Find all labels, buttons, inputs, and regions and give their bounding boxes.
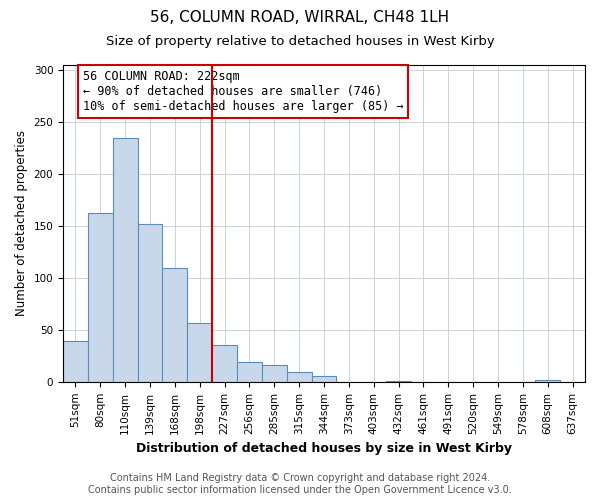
Bar — [262, 365, 287, 382]
Text: Size of property relative to detached houses in West Kirby: Size of property relative to detached ho… — [106, 35, 494, 48]
Bar — [113, 138, 137, 382]
Y-axis label: Number of detached properties: Number of detached properties — [15, 130, 28, 316]
Bar — [88, 212, 113, 382]
Bar — [63, 342, 88, 382]
Bar — [287, 372, 311, 382]
Bar — [187, 322, 212, 382]
Bar — [311, 376, 337, 382]
Bar — [237, 362, 262, 382]
Text: Contains HM Land Registry data © Crown copyright and database right 2024.
Contai: Contains HM Land Registry data © Crown c… — [88, 474, 512, 495]
Bar — [163, 268, 187, 382]
Bar — [137, 224, 163, 382]
X-axis label: Distribution of detached houses by size in West Kirby: Distribution of detached houses by size … — [136, 442, 512, 455]
Bar — [212, 346, 237, 382]
Bar — [535, 380, 560, 382]
Text: 56, COLUMN ROAD, WIRRAL, CH48 1LH: 56, COLUMN ROAD, WIRRAL, CH48 1LH — [151, 10, 449, 25]
Bar — [386, 381, 411, 382]
Text: 56 COLUMN ROAD: 222sqm
← 90% of detached houses are smaller (746)
10% of semi-de: 56 COLUMN ROAD: 222sqm ← 90% of detached… — [83, 70, 404, 113]
